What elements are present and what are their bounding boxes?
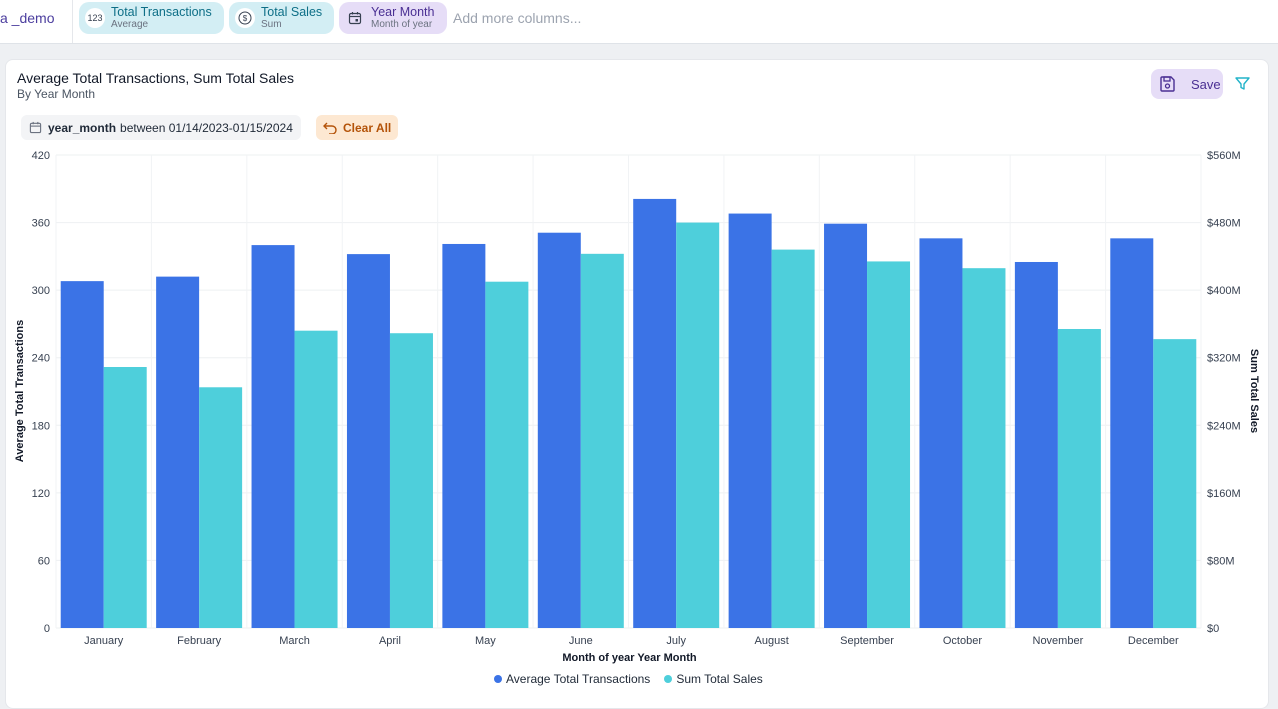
bar-sum-sales bbox=[962, 268, 1006, 628]
chip-title: Year Month bbox=[371, 4, 435, 19]
bar-average-transactions bbox=[919, 238, 963, 629]
chip-subtitle: Month of year bbox=[371, 18, 433, 30]
undo-icon bbox=[323, 122, 337, 134]
bar-sum-sales bbox=[485, 281, 529, 628]
legend-swatch bbox=[494, 675, 502, 683]
clear-all-label: Clear All bbox=[343, 120, 392, 135]
y-left-tick-label: 180 bbox=[32, 420, 50, 432]
column-chip-total-sales[interactable]: $ Total Sales Sum bbox=[229, 2, 334, 34]
y-right-tick-label: $0 bbox=[1207, 623, 1219, 635]
add-columns-input[interactable]: Add more columns... bbox=[453, 10, 582, 26]
bar-average-transactions bbox=[1110, 238, 1154, 629]
x-tick-label: November bbox=[1033, 635, 1084, 647]
y-right-tick-label: $240M bbox=[1207, 420, 1241, 432]
x-tick-label: July bbox=[666, 635, 686, 647]
column-chip-year-month[interactable]: Year Month Month of year bbox=[339, 2, 447, 34]
x-tick-label: June bbox=[569, 635, 593, 647]
bar-sum-sales bbox=[1153, 339, 1197, 628]
y-right-tick-label: $320M bbox=[1207, 353, 1241, 365]
date-filter-pill[interactable]: year_month between 01/14/2023-01/15/2024 bbox=[21, 115, 301, 140]
top-toolbar: a _demo 123 Total Transactions Average $ … bbox=[0, 0, 1278, 44]
bar-average-transactions bbox=[156, 276, 200, 628]
bar-sum-sales bbox=[294, 330, 338, 628]
filter-icon[interactable] bbox=[1234, 75, 1251, 97]
chip-subtitle: Sum bbox=[261, 18, 282, 30]
calendar-icon bbox=[345, 8, 365, 28]
bar-sum-sales bbox=[199, 387, 243, 628]
x-axis-title: Month of year Year Month bbox=[562, 652, 697, 664]
bar-sum-sales bbox=[580, 253, 624, 628]
chip-title: Total Sales bbox=[261, 4, 323, 19]
column-chip-total-transactions[interactable]: 123 Total Transactions Average bbox=[79, 2, 224, 34]
filter-operator: between bbox=[120, 120, 166, 135]
x-tick-label: August bbox=[755, 635, 789, 647]
y-left-tick-label: 60 bbox=[38, 555, 50, 567]
x-tick-label: September bbox=[840, 635, 894, 647]
legend-item-sales[interactable]: Sum Total Sales bbox=[664, 672, 763, 686]
x-tick-label: March bbox=[279, 635, 310, 647]
y-right-tick-label: $480M bbox=[1207, 218, 1241, 230]
bar-average-transactions bbox=[537, 232, 581, 628]
chip-title: Total Transactions bbox=[111, 4, 212, 19]
y-right-tick-label: $400M bbox=[1207, 285, 1241, 297]
x-tick-label: April bbox=[379, 635, 401, 647]
y-left-tick-label: 0 bbox=[44, 623, 50, 635]
chip-subtitle: Average bbox=[111, 18, 149, 30]
legend-label: Average Total Transactions bbox=[506, 672, 651, 686]
y-left-axis-title: Average Total Transactions bbox=[14, 320, 26, 462]
bar-average-transactions bbox=[824, 223, 868, 628]
bar-sum-sales bbox=[676, 222, 720, 629]
dollar-icon: $ bbox=[235, 8, 255, 28]
bar-average-transactions bbox=[346, 254, 390, 628]
bar-average-transactions bbox=[251, 245, 295, 628]
x-tick-label: May bbox=[475, 635, 496, 647]
number-icon: 123 bbox=[85, 8, 105, 28]
legend-item-transactions[interactable]: Average Total Transactions bbox=[494, 672, 650, 686]
bar-average-transactions bbox=[728, 213, 772, 629]
bar-sum-sales bbox=[771, 249, 815, 628]
save-icon bbox=[1160, 76, 1175, 92]
calendar-icon bbox=[29, 121, 42, 134]
legend-swatch bbox=[664, 675, 673, 683]
y-left-tick-label: 360 bbox=[32, 218, 50, 230]
clear-all-button[interactable]: Clear All bbox=[316, 115, 399, 140]
bar-sum-sales bbox=[103, 367, 147, 628]
filter-field: year_month bbox=[48, 120, 117, 135]
svg-text:$: $ bbox=[243, 14, 248, 23]
chart-title: Average Total Transactions, Sum Total Sa… bbox=[17, 70, 295, 86]
y-right-tick-label: $560M bbox=[1207, 150, 1241, 162]
bar-average-transactions bbox=[442, 243, 486, 628]
chart-legend: Average Total Transactions Sum Total Sal… bbox=[494, 672, 777, 686]
legend-label: Sum Total Sales bbox=[676, 672, 763, 686]
save-label: Save bbox=[1191, 76, 1221, 92]
y-left-tick-label: 300 bbox=[32, 285, 50, 297]
bar-sum-sales bbox=[867, 261, 911, 628]
bar-sum-sales bbox=[1057, 328, 1101, 628]
y-right-tick-label: $80M bbox=[1207, 555, 1235, 567]
bar-average-transactions bbox=[633, 198, 677, 628]
x-tick-label: December bbox=[1128, 635, 1179, 647]
source-label[interactable]: a _demo bbox=[0, 0, 73, 43]
y-left-tick-label: 240 bbox=[32, 353, 50, 365]
x-tick-label: October bbox=[943, 635, 982, 647]
filter-value: 01/14/2023-01/15/2024 bbox=[168, 120, 293, 135]
save-button[interactable]: Save bbox=[1151, 69, 1223, 99]
chart-subtitle: By Year Month bbox=[17, 87, 96, 101]
x-tick-label: February bbox=[177, 635, 222, 647]
y-left-tick-label: 420 bbox=[32, 150, 50, 162]
bar-sum-sales bbox=[389, 333, 433, 628]
y-right-axis-title: Sum Total Sales bbox=[1248, 349, 1260, 433]
y-right-tick-label: $160M bbox=[1207, 488, 1241, 500]
x-tick-label: January bbox=[84, 635, 124, 647]
bar-average-transactions bbox=[1014, 261, 1058, 628]
y-left-tick-label: 120 bbox=[32, 488, 50, 500]
bar-average-transactions bbox=[60, 281, 104, 628]
